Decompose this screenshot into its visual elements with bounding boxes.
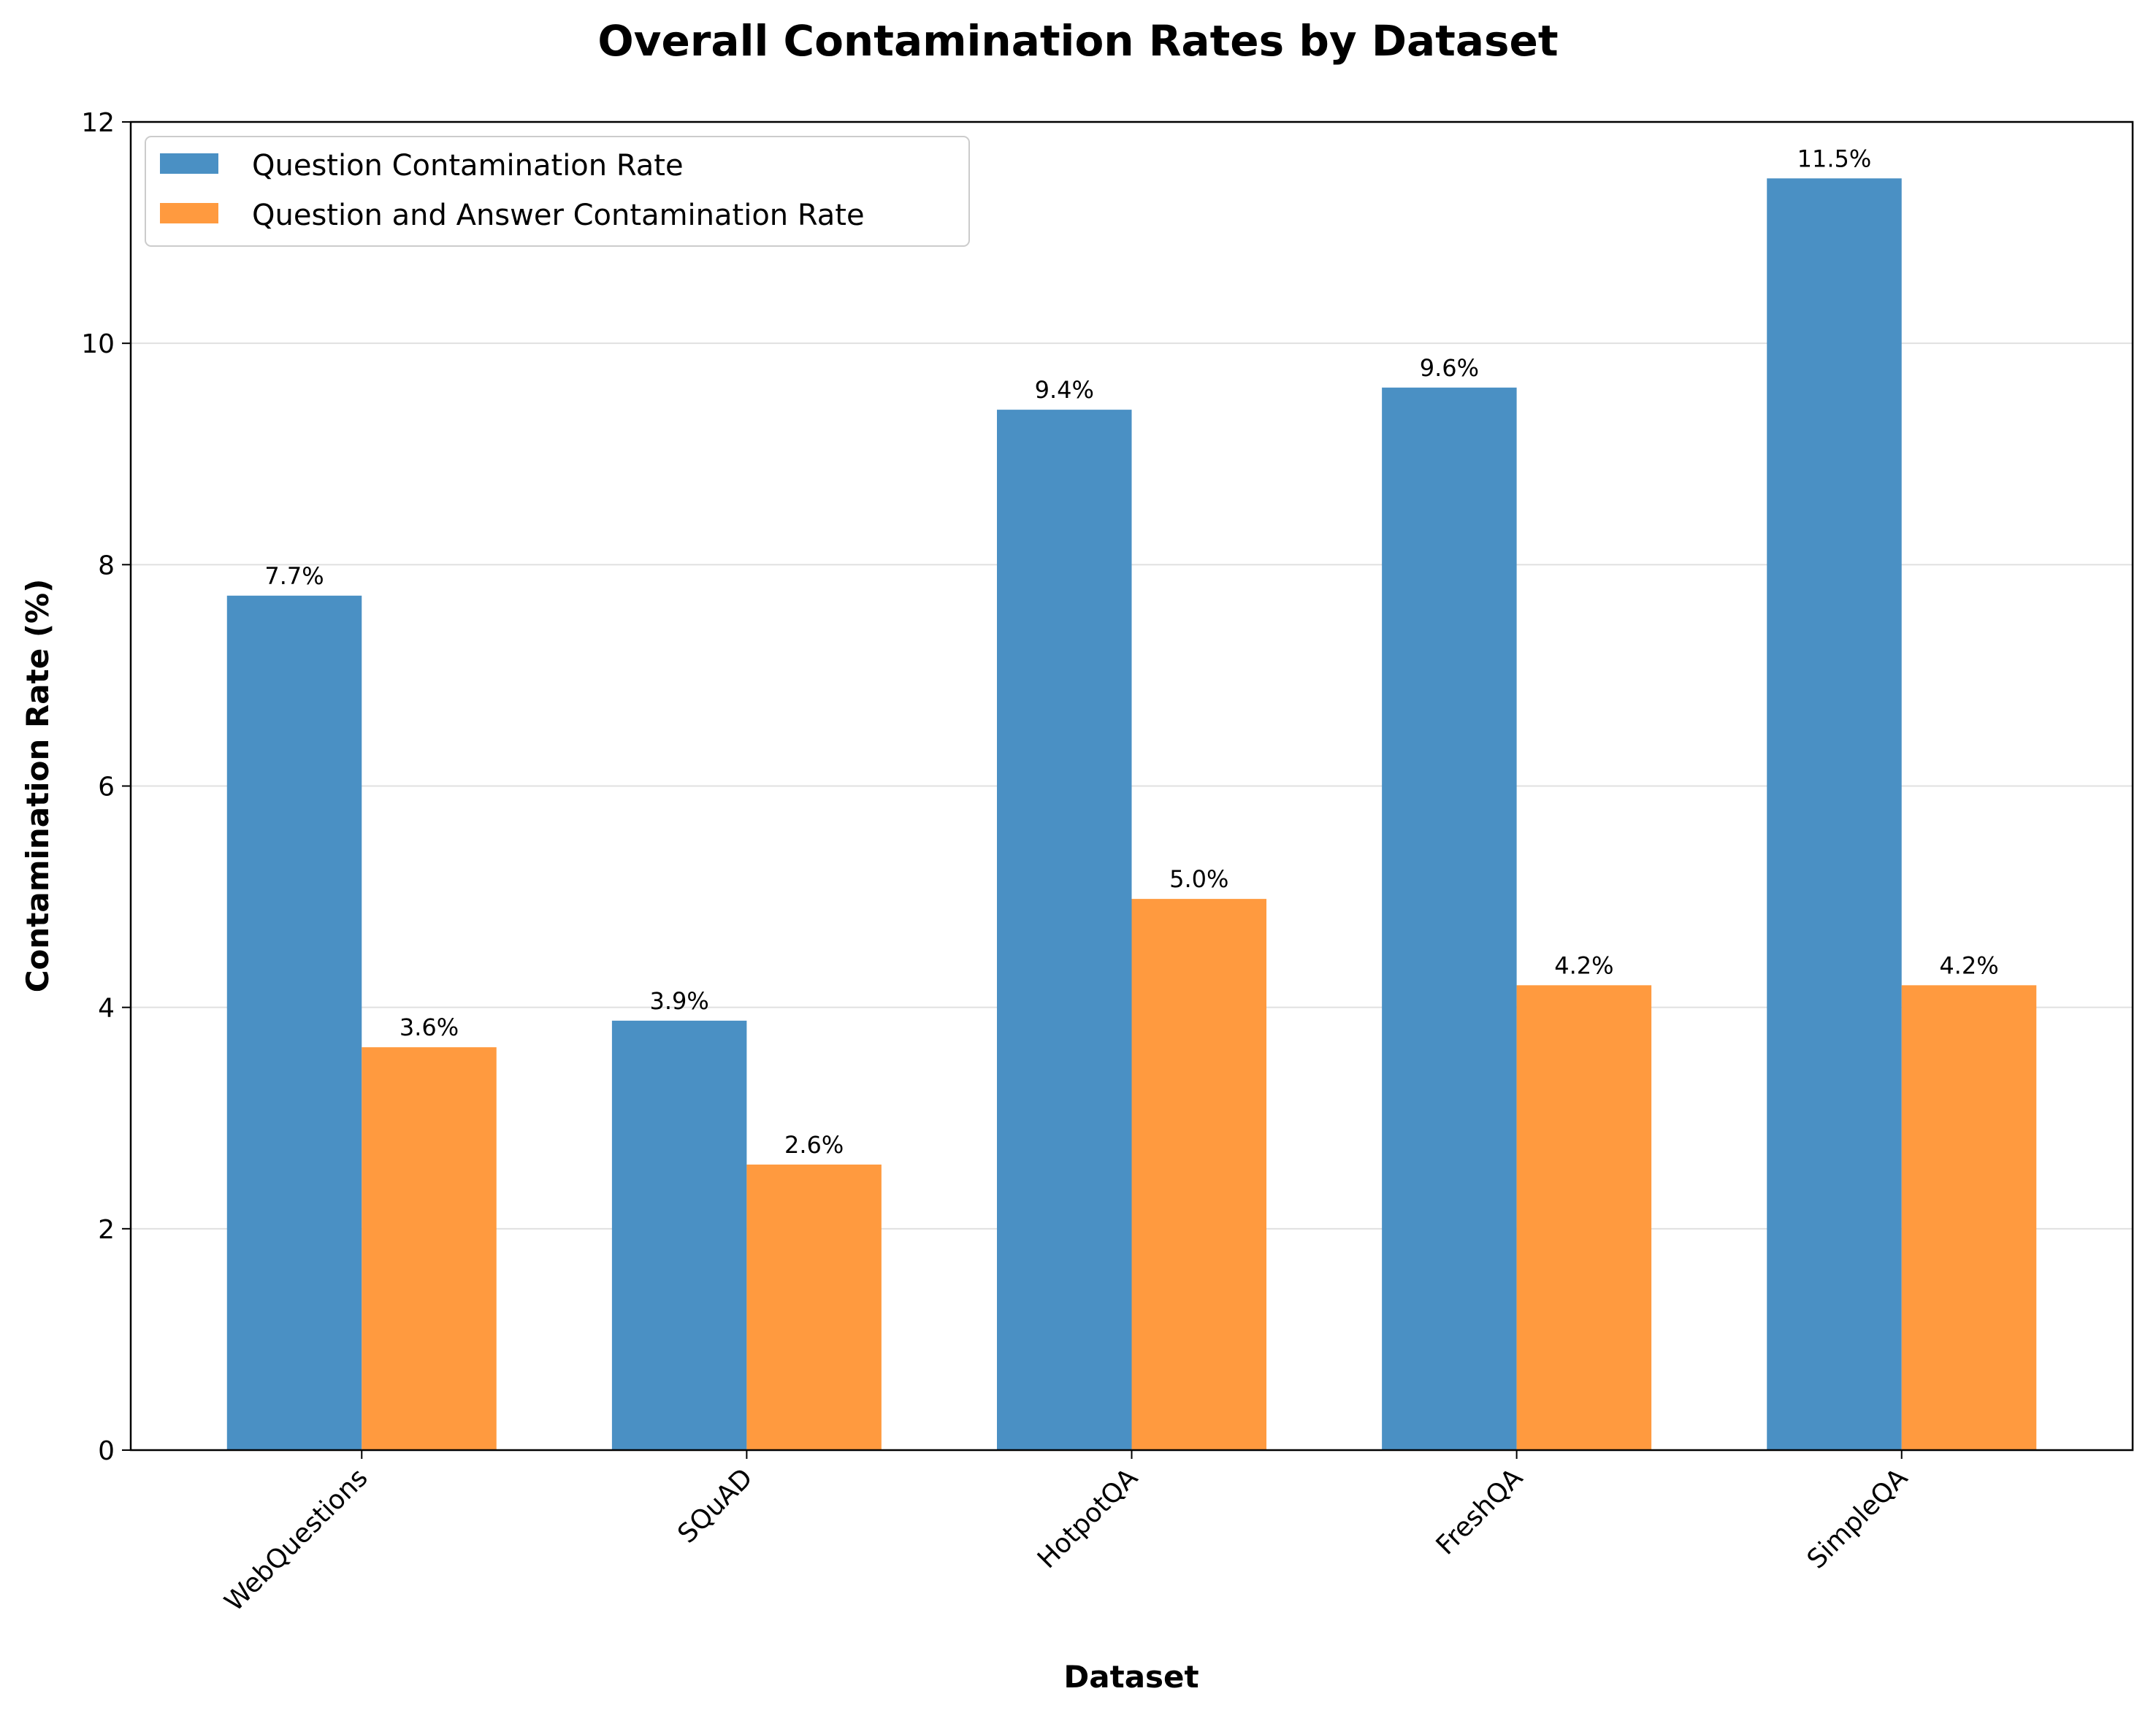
x-axis-label: Dataset bbox=[1063, 1659, 1199, 1695]
data-label: 4.2% bbox=[1554, 951, 1613, 979]
chart-title: Overall Contamination Rates by Dataset bbox=[597, 16, 1558, 66]
data-label: 9.4% bbox=[1035, 376, 1094, 404]
bar-question-answer-squad bbox=[746, 1164, 882, 1450]
y-axis: 0 2 4 6 8 10 12 bbox=[81, 108, 131, 1466]
data-label: 11.5% bbox=[1797, 145, 1872, 172]
bar-question-hotpotqa bbox=[997, 410, 1132, 1450]
y-tick-label: 10 bbox=[81, 329, 115, 359]
bar-question-answer-freshqa bbox=[1516, 985, 1652, 1450]
bar-question-answer-hotpotqa bbox=[1131, 899, 1266, 1450]
data-label: 2.6% bbox=[784, 1131, 844, 1159]
bar-question-answer-webquestions bbox=[362, 1047, 497, 1450]
legend-box bbox=[145, 136, 970, 247]
data-label: 5.0% bbox=[1169, 865, 1228, 893]
y-tick-label: 2 bbox=[98, 1215, 115, 1245]
y-axis-label: Contamination Rate (%) bbox=[20, 579, 56, 993]
data-label: 4.2% bbox=[1939, 951, 1998, 979]
data-label: 9.6% bbox=[1420, 354, 1479, 382]
bar-question-webquestions bbox=[226, 595, 362, 1451]
y-tick-label: 12 bbox=[81, 108, 115, 138]
bars bbox=[226, 178, 2037, 1451]
y-tick-label: 4 bbox=[98, 994, 115, 1024]
bar-question-simpleqa bbox=[1767, 178, 1902, 1450]
bar-question-answer-simpleqa bbox=[1901, 985, 2037, 1450]
legend-swatch-question bbox=[160, 153, 218, 174]
legend-label-question: Question Contamination Rate bbox=[252, 149, 684, 183]
legend-swatch-question-answer bbox=[160, 203, 218, 223]
data-labels: 7.7% 3.9% 9.4% 9.6% 11.5% 3.6% 2.6% 5.0% 4.2% 4.2… bbox=[264, 145, 1998, 1159]
y-tick-label: 0 bbox=[98, 1436, 115, 1466]
legend: Question Contamination Rate Question and… bbox=[145, 136, 970, 247]
data-label: 3.6% bbox=[400, 1013, 459, 1041]
y-tick-label: 6 bbox=[98, 773, 115, 802]
bar-question-freshqa bbox=[1382, 387, 1517, 1450]
data-label: 3.9% bbox=[649, 987, 708, 1015]
y-tick-label: 8 bbox=[98, 551, 115, 580]
legend-label-question-answer: Question and Answer Contamination Rate bbox=[252, 199, 865, 232]
bar-question-squad bbox=[611, 1020, 747, 1450]
data-label: 7.7% bbox=[264, 562, 324, 590]
